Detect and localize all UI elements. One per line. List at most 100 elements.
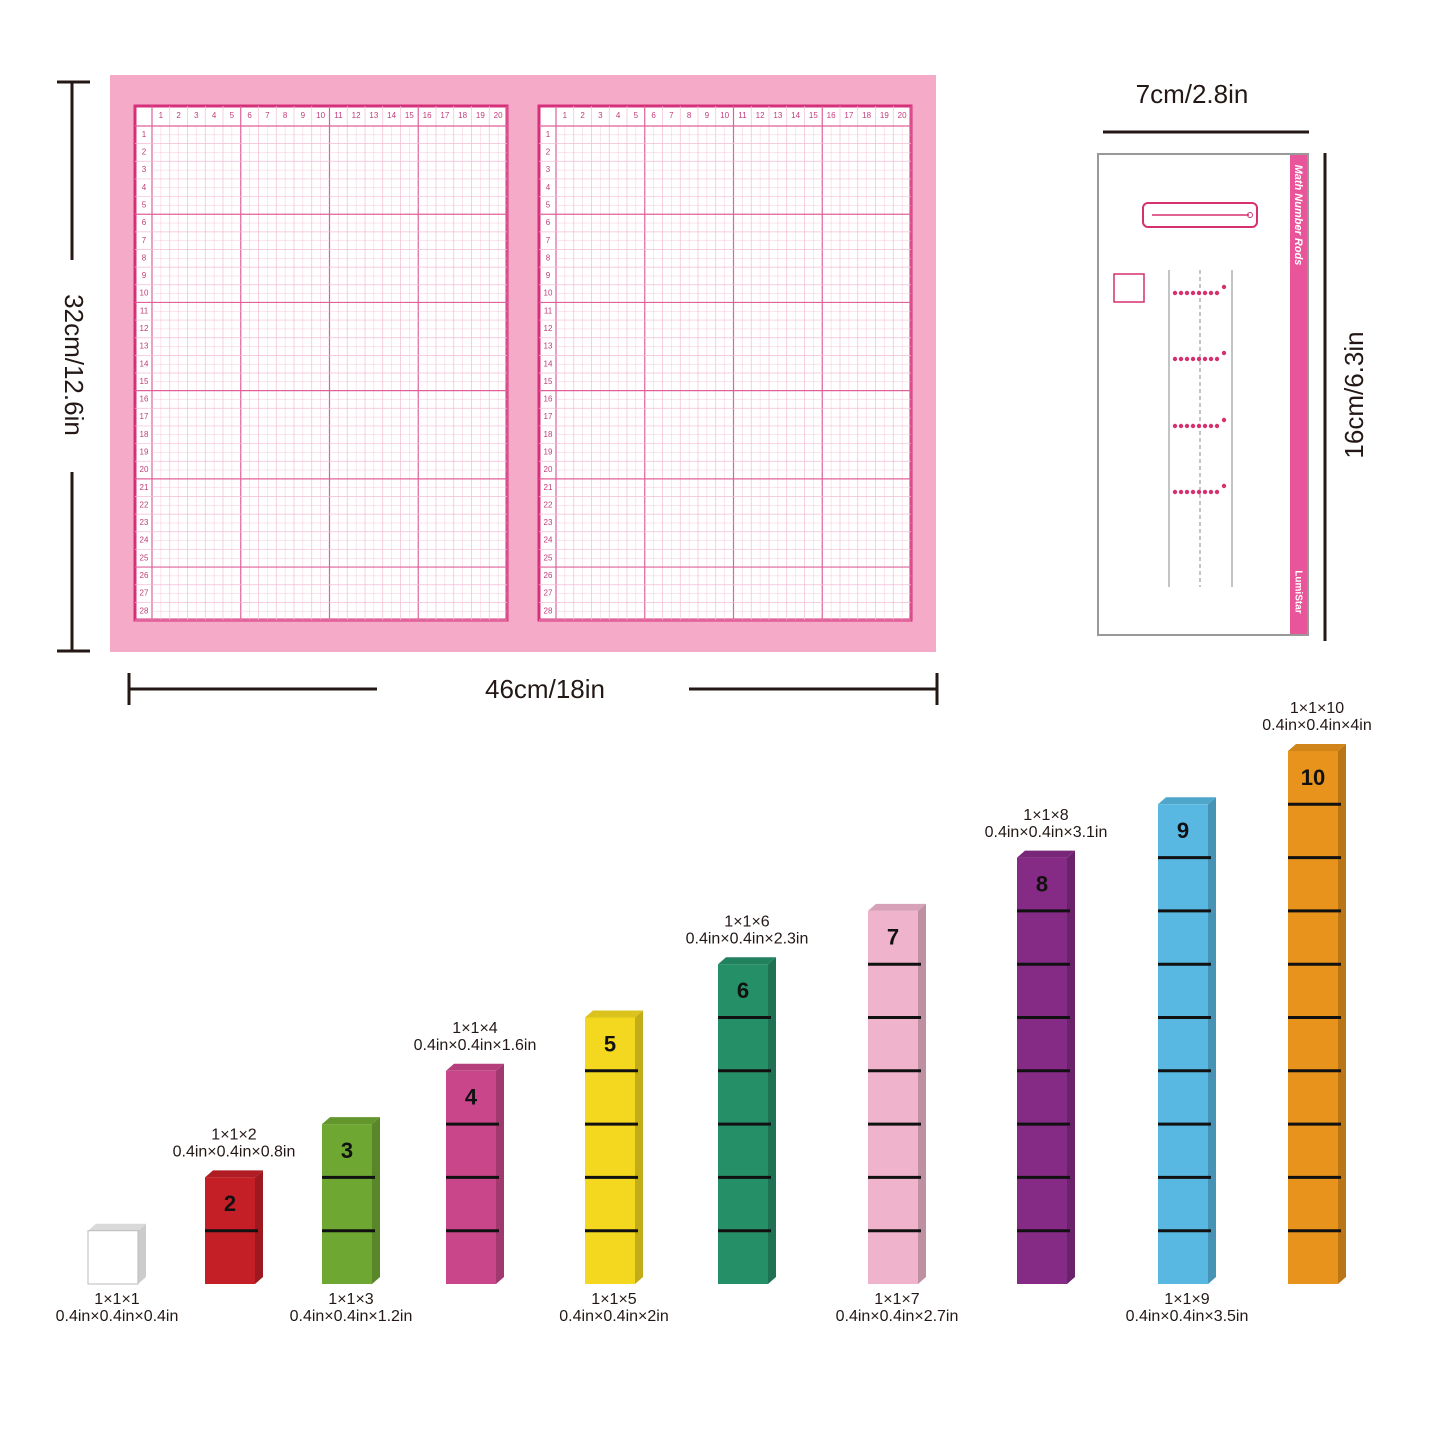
- rod-top: [1288, 744, 1346, 751]
- rod-number: 10: [1301, 765, 1325, 790]
- column-number: 12: [352, 111, 361, 120]
- rod-size: 0.4in×0.4in×4in: [1262, 717, 1371, 734]
- column-number: 1: [159, 111, 164, 120]
- column-number: 11: [738, 111, 747, 120]
- rod-units: 1×1×6: [724, 913, 769, 930]
- row-number: 11: [140, 306, 149, 315]
- rod-top: [1158, 797, 1216, 805]
- column-number: 14: [791, 111, 800, 120]
- row-number: 27: [544, 589, 553, 598]
- rod: 4 1×1×40.4in×0.4in×1.6in: [414, 1020, 536, 1284]
- row-number: 24: [140, 536, 149, 545]
- rod-units: 1×1×3: [328, 1291, 373, 1308]
- rod-number: 9: [1177, 818, 1189, 843]
- mat-dimensions: [57, 80, 939, 705]
- rod-side: [1208, 797, 1216, 1284]
- dot: [1190, 423, 1196, 429]
- dot: [1190, 489, 1196, 495]
- card: [1097, 153, 1309, 636]
- dot: [1208, 356, 1214, 362]
- row-number: 12: [544, 324, 553, 333]
- mat-height-label: 32cm/12.6in: [59, 294, 89, 436]
- rod-side: [138, 1223, 146, 1284]
- column-number: 2: [176, 111, 181, 120]
- rod-front: [868, 910, 918, 1284]
- row-number: 25: [544, 553, 553, 562]
- dot: [1178, 290, 1184, 296]
- rod-number: 4: [465, 1085, 478, 1110]
- rod-side: [496, 1063, 504, 1284]
- dot: [1202, 423, 1208, 429]
- row-number: 1: [546, 130, 551, 139]
- row-number: 28: [140, 606, 149, 615]
- row-number: 2: [142, 148, 147, 157]
- row-number: 24: [544, 536, 553, 545]
- rod-top: [205, 1170, 263, 1178]
- rod-size: 0.4in×0.4in×3.1in: [985, 824, 1108, 841]
- dot: [1196, 290, 1202, 296]
- column-number: 15: [405, 111, 414, 120]
- row-number: 4: [546, 183, 551, 192]
- column-number: 17: [844, 111, 853, 120]
- column-number: 8: [687, 111, 692, 120]
- rod-units: 1×1×7: [874, 1291, 919, 1308]
- rod-size: 0.4in×0.4in×2.3in: [686, 930, 809, 947]
- column-number: 3: [194, 111, 199, 120]
- column-number: 20: [898, 111, 907, 120]
- rod: 6 1×1×60.4in×0.4in×2.3in: [686, 913, 809, 1284]
- row-number: 22: [140, 500, 149, 509]
- column-number: 17: [440, 111, 449, 120]
- row-number: 10: [544, 289, 553, 298]
- card-width-label: 7cm/2.8in: [1136, 79, 1249, 109]
- rod-top: [322, 1117, 380, 1125]
- rod-units: 1×1×8: [1023, 807, 1068, 824]
- dot: [1172, 356, 1178, 362]
- row-number: 21: [544, 483, 553, 492]
- row-number: 23: [544, 518, 553, 527]
- column-number: 12: [756, 111, 765, 120]
- rod-size: 0.4in×0.4in×0.8in: [173, 1144, 296, 1161]
- row-number: 12: [140, 324, 149, 333]
- rod-units: 1×1×5: [591, 1291, 636, 1308]
- row-number: 5: [546, 201, 551, 210]
- row-number: 22: [544, 500, 553, 509]
- rod-top: [718, 957, 776, 965]
- column-number: 19: [476, 111, 485, 120]
- dot: [1202, 290, 1208, 296]
- column-number: 16: [827, 111, 836, 120]
- row-number: 20: [140, 465, 149, 474]
- column-number: 9: [301, 111, 306, 120]
- rod-side: [918, 903, 926, 1284]
- column-number: 10: [720, 111, 729, 120]
- row-number: 19: [544, 448, 553, 457]
- mat-width-label: 46cm/18in: [485, 674, 605, 704]
- rod-number: 3: [341, 1138, 353, 1163]
- dot: [1208, 489, 1214, 495]
- dot: [1196, 356, 1202, 362]
- row-number: 21: [140, 483, 149, 492]
- dot: [1172, 290, 1178, 296]
- row-number: 25: [140, 553, 149, 562]
- rod-number: 7: [887, 925, 899, 950]
- dot: [1184, 290, 1190, 296]
- dot: [1208, 290, 1214, 296]
- row-number: 2: [546, 148, 551, 157]
- column-number: 4: [212, 111, 217, 120]
- card-height-label: 16cm/6.3in: [1339, 331, 1369, 458]
- row-number: 17: [544, 412, 553, 421]
- column-number: 11: [334, 111, 343, 120]
- row-number: 20: [544, 465, 553, 474]
- rod-side: [768, 957, 776, 1284]
- rod: 10 1×1×100.4in×0.4in×4in: [1262, 700, 1372, 1284]
- rod-size: 0.4in×0.4in×1.2in: [290, 1308, 413, 1325]
- row-number: 27: [140, 589, 149, 598]
- column-number: 2: [580, 111, 585, 120]
- rod-side: [635, 1010, 643, 1284]
- column-number: 13: [369, 111, 378, 120]
- row-number: 13: [544, 342, 553, 351]
- card-brand: LumiStar: [1292, 570, 1303, 613]
- dot: [1214, 489, 1220, 495]
- dot: [1178, 423, 1184, 429]
- row-number: 14: [544, 359, 553, 368]
